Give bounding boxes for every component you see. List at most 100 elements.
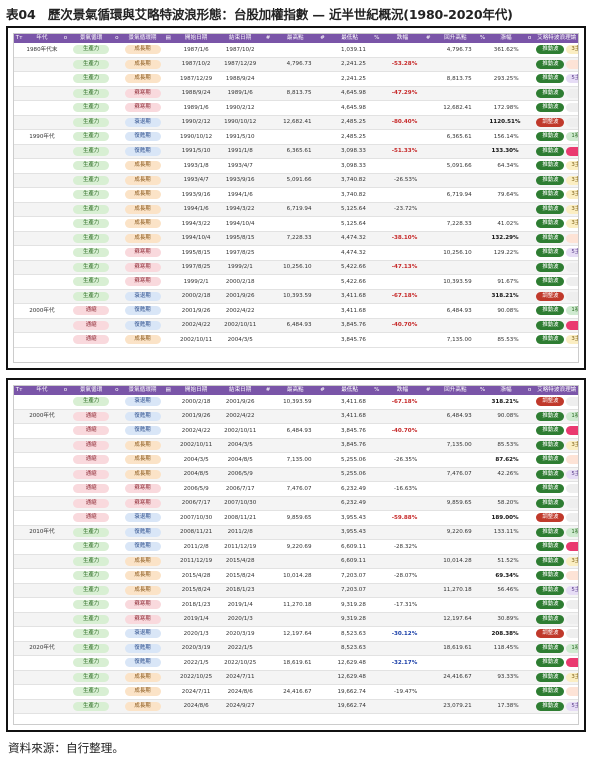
high-value xyxy=(273,409,317,424)
start-date: 2001/9/26 xyxy=(174,303,219,319)
start-date: 2015/4/28 xyxy=(174,568,219,584)
table-row: 生產力 蘇寒期 1997/8/25 1999/2/1 10,256.10 5,422.66… xyxy=(14,260,578,275)
phase-pill: 通縮 xyxy=(73,440,110,450)
phase-pill: 生產力 xyxy=(73,117,110,127)
decade-cell xyxy=(24,289,60,304)
elliott-pill: 推動波 xyxy=(536,103,565,113)
rebound-value: 12,682.41 xyxy=(434,100,477,116)
decade-cell xyxy=(24,173,60,188)
percent-icon[interactable]: % xyxy=(374,35,380,41)
table-row: 1990年代 生產力 復甦期 1990/10/12 1991/5/10 2,485.25 6… xyxy=(14,129,578,145)
calendar-icon[interactable]: ▤ xyxy=(165,387,171,393)
start-date: 2022/1/5 xyxy=(174,655,219,671)
wave-pill: 2 xyxy=(566,542,578,552)
table-frame-1: Tт 年代 o 景氣循環 o 景氣循環期 ▤ 開始日期 結束日期 # 最高點 # 最低點% 跌幅 # 回升高點… xyxy=(6,26,586,370)
hash-icon[interactable]: # xyxy=(425,387,431,393)
phase-pill: 生產力 xyxy=(73,161,110,171)
eye-icon[interactable]: o xyxy=(115,35,119,41)
high-value: 10,256.10 xyxy=(273,260,317,275)
phase-pill: 生產力 xyxy=(73,59,110,69)
end-date: 1997/8/25 xyxy=(218,245,263,261)
wave-pill xyxy=(566,513,578,523)
elliott-pill: 推動波 xyxy=(536,306,565,316)
low-value: 8,523.63 xyxy=(328,641,371,656)
hash-icon[interactable]: # xyxy=(320,35,325,41)
rise-value: 293.25% xyxy=(488,71,524,87)
phase-pill: 通縮 xyxy=(73,335,110,345)
wave-pill xyxy=(566,262,578,272)
low-value: 8,523.63 xyxy=(328,626,371,642)
start-date: 1990/2/12 xyxy=(174,115,219,130)
decade-cell xyxy=(24,115,60,130)
table-row: 通縮 成長期 2002/10/11 2004/3/5 3,845.76 7,135.00 8… xyxy=(14,438,578,453)
high-value xyxy=(273,525,317,540)
end-date: 2024/9/27 xyxy=(218,699,263,714)
low-value: 3,740.82 xyxy=(328,173,371,188)
wave-pill xyxy=(566,291,578,301)
percent-icon[interactable]: % xyxy=(479,35,486,41)
sort-icon[interactable]: Tт xyxy=(15,387,23,393)
phase2-pill: 復甦期 xyxy=(124,132,161,142)
table-row: 通縮 成長期 2004/3/5 2004/8/5 7,135.00 5,255.06 -26… xyxy=(14,452,578,468)
low-value: 4,645.98 xyxy=(328,100,371,116)
start-date: 1987/12/29 xyxy=(174,71,219,87)
phase-pill: 生產力 xyxy=(73,585,110,595)
low-value: 19,662.74 xyxy=(328,684,371,700)
hash-icon[interactable]: # xyxy=(265,35,271,41)
table-row: 通縮 蘇寒期 2006/7/17 2007/10/30 6,232.49 9,859.65… xyxy=(14,496,578,511)
end-date: 1989/1/6 xyxy=(218,86,263,101)
phase-pill: 通縮 xyxy=(73,469,110,479)
high-value: 5,091.66 xyxy=(273,173,317,188)
start-date: 2024/8/6 xyxy=(174,699,219,714)
eye-icon[interactable]: o xyxy=(115,387,119,393)
eye-icon[interactable]: o xyxy=(527,35,532,41)
elliott-pill: 推動波 xyxy=(536,585,565,595)
elliott-pill: 推動波 xyxy=(536,411,565,421)
col-phase2: 景氣循環期 xyxy=(128,387,157,393)
decade-cell: 2000年代 xyxy=(24,409,60,424)
rebound-value: 8,813.75 xyxy=(434,71,477,87)
decade-cell xyxy=(24,158,60,174)
high-value xyxy=(273,554,317,569)
end-date: 2002/10/11 xyxy=(218,318,263,333)
eye-icon[interactable]: o xyxy=(527,387,532,393)
hash-icon[interactable]: # xyxy=(425,35,431,41)
start-date: 2002/4/22 xyxy=(174,423,219,439)
sort-icon[interactable]: Tт xyxy=(15,35,23,41)
percent-icon[interactable]: % xyxy=(479,387,486,393)
table-row: 2000年代 通縮 復甦期 2001/9/26 2002/4/22 3,411.68 6,4… xyxy=(14,303,578,319)
end-date: 1993/4/7 xyxy=(218,158,263,174)
start-date: 1994/3/22 xyxy=(174,216,219,232)
phase-pill: 生產力 xyxy=(73,233,110,243)
elliott-pill: 推動波 xyxy=(536,556,565,566)
drop-value: -67.18% xyxy=(382,394,423,410)
drop-value xyxy=(382,641,423,656)
low-value: 19,662.74 xyxy=(328,699,371,714)
calendar-icon[interactable]: ▤ xyxy=(165,35,171,41)
drop-value: -19.47% xyxy=(382,684,423,700)
low-value: 2,485.25 xyxy=(328,129,371,145)
rise-value: 90.08% xyxy=(488,409,524,424)
high-value xyxy=(273,274,317,290)
elliott-pill: 推動波 xyxy=(536,484,565,494)
eye-icon[interactable]: o xyxy=(63,387,68,393)
eye-icon[interactable]: o xyxy=(63,35,68,41)
low-value: 2,485.25 xyxy=(328,115,371,130)
col-high: 最高點 xyxy=(286,35,304,41)
hash-icon[interactable]: # xyxy=(320,387,325,393)
wave-pill: 2 xyxy=(566,146,578,156)
phase2-pill: 衰退期 xyxy=(124,513,161,523)
rise-value xyxy=(488,173,524,188)
source-note: 資料來源：自行整理。 xyxy=(8,741,124,755)
start-date: 2000/2/18 xyxy=(174,394,219,410)
low-value: 6,609.11 xyxy=(328,554,371,569)
hash-icon[interactable]: # xyxy=(265,387,271,393)
high-value: 7,476.07 xyxy=(273,481,317,497)
wave-pill xyxy=(566,103,578,113)
phase2-pill: 成長期 xyxy=(124,672,161,682)
end-date: 2007/10/30 xyxy=(218,496,263,511)
decade-cell xyxy=(24,274,60,290)
drop-value: -16.63% xyxy=(382,481,423,497)
percent-icon[interactable]: % xyxy=(374,387,380,393)
rebound-value xyxy=(434,568,477,584)
